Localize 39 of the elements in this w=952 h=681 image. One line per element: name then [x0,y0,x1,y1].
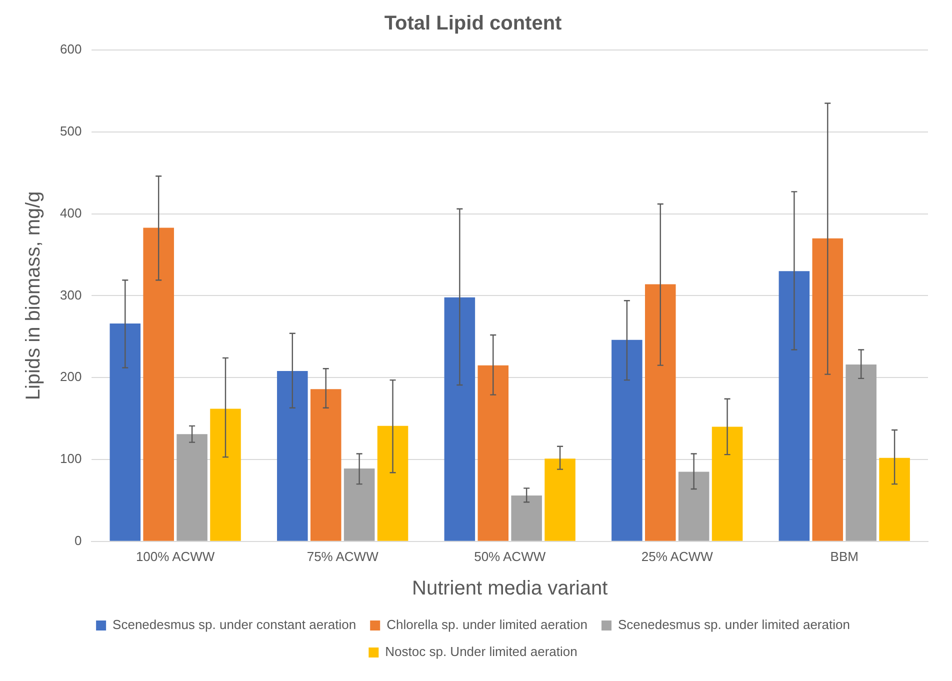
legend-label: Scenedesmus sp. under constant aeration [112,617,356,632]
x-tick-label: 50% ACWW [474,548,546,564]
y-tick-label: 100 [60,451,82,466]
bar [778,271,810,541]
chart-title: Total Lipid content [384,12,562,35]
bar [544,458,576,541]
bar [444,297,476,541]
y-tick-label: 0 [74,532,82,548]
x-tick-label: 25% ACWW [641,548,714,564]
bar [678,472,710,541]
bar [712,426,743,541]
legend-label: Chlorella sp. under limited aeration [386,617,588,632]
x-tick-label: 75% ACWW [306,548,380,564]
bar [511,496,542,541]
bar [644,284,676,541]
bar [612,340,642,541]
bar [277,371,308,541]
bar [143,228,174,541]
y-tick-label: 500 [60,123,82,138]
bar [110,324,141,541]
legend-label: Scenedesmus sp. under limited aeration [618,617,850,632]
bar [176,434,208,541]
legend-label: Nostoc sp. Under limited aeration [385,644,578,660]
bar [846,364,876,541]
y-tick-label: 400 [60,205,82,220]
bar [812,238,844,541]
bar [377,426,408,541]
x-tick-label: 100% ACWW [136,548,216,564]
x-tick-label: BBM [830,548,858,564]
bar [210,408,241,541]
y-tick-label: 200 [60,369,82,384]
bar [344,468,375,541]
bar [879,458,910,541]
bar [310,389,342,541]
x-axis-title: Nutrient media variant [412,578,608,600]
y-axis-title: Lipids in biomass, mg/g [22,191,45,400]
bar [478,365,509,541]
y-tick-label: 600 [60,42,82,57]
y-tick-label: 300 [60,287,82,302]
